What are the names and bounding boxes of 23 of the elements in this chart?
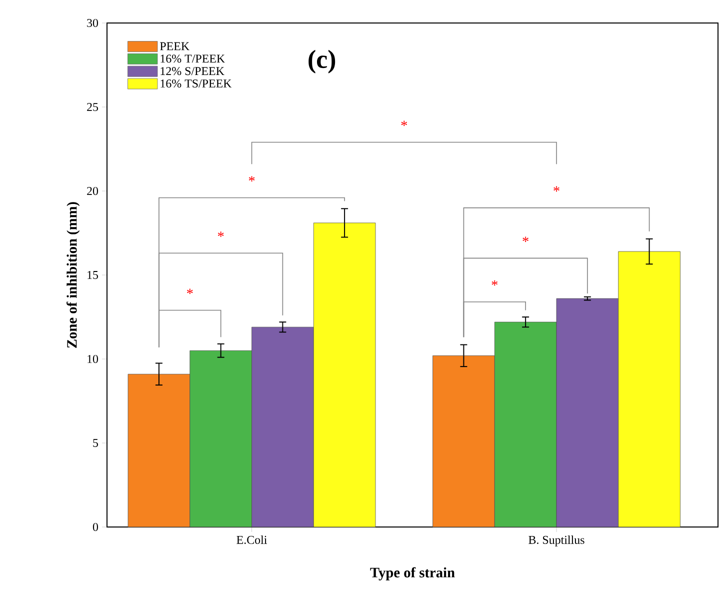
annotation: * bbox=[248, 176, 255, 182]
y-tick-label: 0 bbox=[92, 522, 98, 532]
legend-label: 16% TS/PEEK bbox=[160, 79, 232, 88]
annotation: (c) bbox=[308, 50, 336, 74]
y-tick-label: 15 bbox=[88, 270, 98, 279]
legend-label: PEEK bbox=[160, 42, 190, 50]
annotation: * bbox=[218, 232, 224, 237]
annotation: * bbox=[187, 288, 193, 294]
legend-label: 12% S/PEEK bbox=[160, 67, 224, 76]
legend-label: 16% T/PEEK bbox=[160, 54, 225, 63]
x-axis-title: Type of strain bbox=[370, 567, 455, 580]
x-tick-label: E.Coli bbox=[236, 536, 267, 544]
y-tick-label: 25 bbox=[87, 102, 98, 112]
annotation: * bbox=[522, 236, 528, 242]
y-tick-label: 10 bbox=[88, 354, 98, 364]
y-tick-label: 30 bbox=[87, 18, 98, 28]
annotation: * bbox=[492, 280, 498, 286]
y-tick-label: 5 bbox=[93, 439, 98, 447]
x-tick-label: B. Suptillus bbox=[528, 536, 584, 546]
annotation: * bbox=[554, 186, 560, 192]
y-tick-label: 20 bbox=[87, 186, 98, 196]
annotation: * bbox=[401, 120, 408, 126]
y-axis-title: Zone of inhibition (mm) bbox=[66, 202, 80, 348]
